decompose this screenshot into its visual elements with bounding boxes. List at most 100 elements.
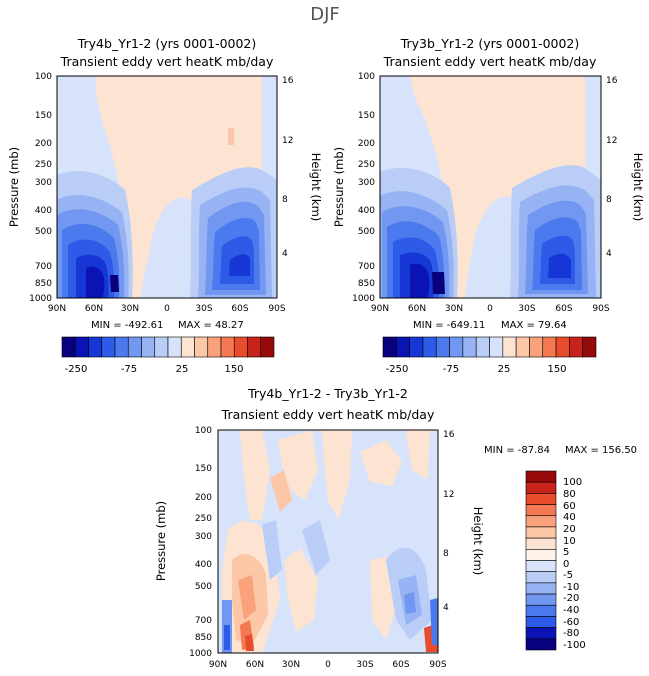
colorbar-swatch (542, 336, 557, 358)
panel-diff-pos-patch (278, 430, 318, 500)
panel-b-xtick: 30N (445, 304, 463, 314)
panel-diff-x-ticks: 90N 60N 30N 0 30S 60S 90S (209, 660, 447, 670)
panel-b-nh-level7 (410, 263, 430, 298)
panel-b-title: Try3b_Yr1-2 (yrs 0001-0002) (400, 36, 580, 51)
panel-diff-ytick-right: 8 (443, 549, 449, 559)
colorbar-swatch (449, 336, 464, 358)
panel-diff-y-ticks-right: 16 12 8 4 (443, 430, 455, 613)
panel-b-positive-region (380, 76, 585, 298)
colorbar-swatch (382, 336, 397, 358)
panel-a-xtick: 30N (121, 304, 139, 314)
colorbar-swatch (396, 336, 410, 358)
panel-a-ytick-right: 4 (282, 249, 288, 259)
panel-diff-cb-label: 0 (563, 559, 569, 570)
panel-a-xtick: 90N (48, 304, 66, 314)
panel-diff-ytick: 300 (195, 532, 212, 542)
panel-b-ytick-right: 4 (606, 249, 612, 259)
panel-a-xtick: 60S (231, 304, 248, 314)
panel-b-colorbar (382, 336, 597, 358)
panel-b-ytick: 850 (358, 279, 375, 289)
colorbar-swatch (167, 336, 182, 358)
panel-b-cb-label: 150 (547, 364, 566, 375)
panel-a-ytick-right: 16 (282, 76, 294, 86)
panel-a-frame (56, 75, 278, 299)
panel-diff-xtick: 0 (325, 660, 331, 670)
panel-a: Try4b_Yr1-2 (yrs 0001-0002) Transient ed… (7, 36, 323, 375)
panel-diff-ytick-right: 12 (443, 490, 454, 500)
colorbar-swatch (74, 336, 89, 358)
panel-diff-pos-patch (240, 430, 270, 520)
panel-diff-ytick: 700 (195, 616, 212, 626)
panel-b-xtick: 60N (408, 304, 426, 314)
colorbar-swatch (525, 593, 557, 606)
panel-diff-ytick: 500 (195, 582, 212, 592)
colorbar-swatch (462, 336, 477, 358)
panel-diff-xtick: 60N (246, 660, 264, 670)
panel-diff-cb-label: 80 (563, 489, 576, 500)
colorbar-swatch (127, 336, 142, 358)
panel-diff-xtick: 30N (282, 660, 300, 670)
panel-a-ylabel: Pressure (mb) (7, 147, 21, 227)
colorbar-swatch (525, 504, 557, 517)
panel-diff-cb-label: 40 (563, 512, 576, 523)
colorbar-swatch (525, 627, 557, 640)
colorbar-swatch (194, 336, 209, 358)
panel-diff-ytick: 200 (195, 493, 212, 503)
colorbar-swatch (61, 336, 76, 358)
colorbar-swatch (180, 336, 195, 358)
panel-a-sh-level6 (229, 254, 250, 276)
panel-b-y-ticks: 100 150 200 250 300 400 500 700 850 1000 (352, 72, 375, 304)
panel-diff-max: MAX = 156.50 (565, 445, 637, 456)
panel-b-xtick: 90S (592, 304, 609, 314)
panel-a-subtitle: Transient eddy vert heatK mb/day (60, 54, 274, 69)
panel-diff-ytick: 100 (195, 426, 212, 436)
panel-a-ytick-right: 12 (282, 136, 293, 146)
panel-a-ytick: 1000 (29, 294, 52, 304)
panel-diff-pos-patch (360, 440, 402, 486)
panel-diff-ytick: 150 (195, 464, 212, 474)
panel-a-xtick: 0 (164, 304, 170, 314)
colorbar-swatch (489, 336, 504, 358)
colorbar-swatch (525, 515, 557, 528)
colorbar-swatch (220, 336, 235, 358)
panel-diff-subtitle: Transient eddy vert heatK mb/day (221, 407, 435, 422)
panel-a-ytick: 200 (35, 139, 52, 149)
panel-a-colorbar (61, 336, 275, 358)
panel-b-y-ticks-right: 16 12 8 4 (606, 76, 618, 259)
panel-diff-cb-label: 5 (563, 547, 569, 558)
panel-b-ytick: 250 (358, 160, 375, 170)
colorbar-swatch (233, 336, 248, 358)
panel-a-y-ticks-right: 16 12 8 4 (282, 76, 294, 259)
panel-diff-neg-patch (262, 520, 282, 580)
panel-b-ytick: 100 (358, 72, 375, 82)
panel-diff-ytick-right: 16 (443, 430, 455, 440)
panel-diff-pos-patch (322, 430, 352, 520)
colorbar-swatch (525, 571, 557, 584)
panel-diff-ytick: 1000 (189, 649, 212, 659)
panel-diff-pos-medium (270, 470, 292, 512)
panel-diff-frame (217, 429, 439, 654)
colorbar-swatch (525, 604, 557, 617)
panel-diff-cb-label: -60 (563, 617, 579, 628)
panel-b-max: MAX = 79.64 (501, 320, 567, 331)
panel-b-frame (379, 75, 602, 299)
colorbar-swatch (529, 336, 544, 358)
panel-b-ytick: 300 (358, 178, 375, 188)
colorbar-swatch (154, 336, 169, 358)
colorbar-swatch (525, 616, 557, 628)
panel-diff-colorbar (525, 470, 557, 651)
colorbar-swatch (502, 336, 517, 358)
panel-a-heatmap (57, 76, 277, 298)
panel-b-xtick: 0 (487, 304, 493, 314)
colorbar-swatch (475, 336, 490, 358)
colorbar-swatch (525, 481, 557, 494)
colorbar-swatch (409, 336, 424, 358)
panel-diff-heatmap (218, 430, 438, 653)
panel-b-ytick-right: 16 (606, 76, 618, 86)
colorbar-swatch (525, 470, 557, 483)
panel-a-ytick: 100 (35, 72, 52, 82)
colorbar-swatch (525, 537, 557, 550)
panel-b-xtick: 60S (555, 304, 572, 314)
panel-a-ytick: 850 (35, 279, 52, 289)
panel-diff-cb-label: 100 (563, 477, 582, 488)
